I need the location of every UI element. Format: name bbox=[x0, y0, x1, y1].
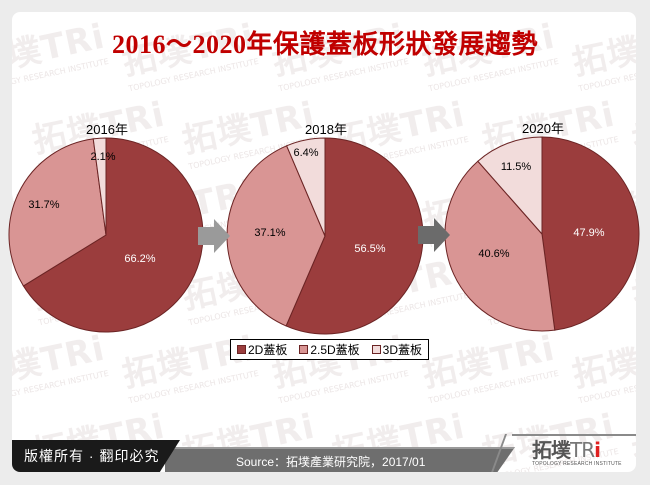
pie-data-label: 40.6% bbox=[478, 248, 509, 260]
pie-slice bbox=[541, 136, 640, 331]
pie-slice bbox=[8, 138, 107, 287]
pie-slice bbox=[477, 136, 543, 236]
legend-swatch bbox=[371, 345, 381, 354]
legend-swatch bbox=[236, 345, 246, 354]
pie-2018-title: 2018年 bbox=[305, 122, 347, 137]
logo-cn: 拓墣 bbox=[532, 438, 571, 462]
pie-slice bbox=[444, 160, 556, 332]
arrow-right-icon bbox=[418, 218, 450, 252]
pie-data-label: 37.1% bbox=[254, 227, 285, 239]
tri-logo: 拓墣TRi TOPOLOGY RESEARCH INSTITUTE bbox=[532, 440, 622, 467]
pie-data-label: 6.4% bbox=[293, 147, 318, 159]
logo-tr: TR bbox=[570, 438, 595, 462]
chart-legend: 2D蓋板 2.5D蓋板 3D蓋板 bbox=[230, 339, 429, 360]
pie-chart-2020年: 47.9% 40.6% 11.5% bbox=[444, 136, 640, 332]
pie-slice bbox=[285, 137, 424, 335]
footer-source-bar bbox=[165, 447, 515, 472]
pie-data-label: 47.9% bbox=[573, 227, 604, 239]
pie-2016-title: 2016年 bbox=[86, 122, 128, 137]
pie-chart-2016年: 66.2% 31.7% 2.1% bbox=[8, 137, 204, 333]
legend-label: 2.5D蓋板 bbox=[310, 343, 360, 357]
legend-label: 3D蓋板 bbox=[382, 343, 422, 357]
copyright-tab: 版權所有 · 翻印必究 bbox=[12, 440, 180, 472]
logo-i: i bbox=[594, 438, 601, 462]
pie-slice bbox=[285, 137, 326, 237]
pie-2020-title: 2020年 bbox=[522, 121, 564, 136]
logo-subtitle: TOPOLOGY RESEARCH INSTITUTE bbox=[532, 461, 622, 467]
pie-data-label: 2.1% bbox=[90, 151, 115, 163]
legend-label: 2D蓋板 bbox=[247, 343, 288, 357]
logo-divider bbox=[512, 434, 636, 436]
pie-slice bbox=[92, 137, 107, 236]
chart-title: 2016～2020年保護蓋板形狀發展趨勢 bbox=[111, 30, 538, 59]
legend-item-2-5d: 2.5D蓋板 bbox=[299, 341, 360, 358]
pie-data-label: 66.2% bbox=[124, 253, 155, 265]
source-text: Source：拓墣產業研究院，2017/01 bbox=[236, 455, 426, 469]
legend-item-3d: 3D蓋板 bbox=[371, 341, 422, 358]
pie-data-label: 31.7% bbox=[28, 199, 59, 211]
logo-wordmark: 拓墣TRi bbox=[532, 440, 622, 460]
arrow-right-icon bbox=[198, 219, 230, 253]
legend-swatch bbox=[299, 345, 309, 354]
pie-slice bbox=[22, 137, 204, 333]
pie-chart-2018年: 56.5% 37.1% 6.4% bbox=[226, 137, 424, 335]
legend-item-2d: 2D蓋板 bbox=[236, 341, 288, 358]
pie-data-label: 56.5% bbox=[354, 243, 385, 255]
pie-data-label: 11.5% bbox=[501, 161, 532, 173]
